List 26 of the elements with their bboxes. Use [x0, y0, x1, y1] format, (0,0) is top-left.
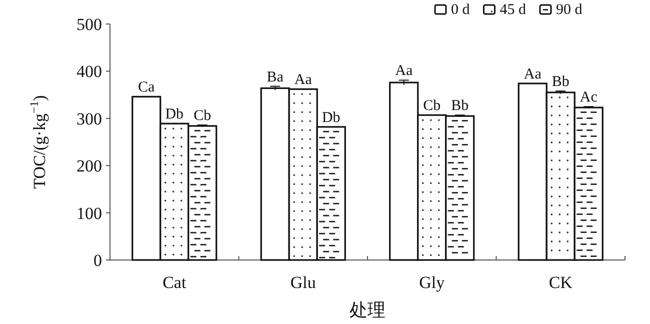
- y-tick-label: 100: [76, 204, 102, 223]
- x-axis-title: 处理: [350, 300, 386, 320]
- legend-label: 45 d: [500, 2, 526, 18]
- x-tick-label: Cat: [162, 273, 186, 292]
- y-tick-label: 200: [76, 156, 102, 176]
- legend-label: 0 d: [451, 2, 470, 18]
- data-label: Ba: [266, 69, 284, 86]
- data-label: Cb: [194, 108, 212, 124]
- data-label: Db: [165, 106, 184, 123]
- data-label: Bb: [552, 74, 570, 90]
- data-label: Bb: [451, 98, 469, 114]
- y-tick-label: 0: [94, 251, 102, 270]
- data-label: Aa: [524, 66, 542, 82]
- x-tick-label: Glu: [290, 273, 316, 292]
- legend-label: 90 d: [556, 2, 583, 18]
- data-label: Aa: [395, 63, 413, 80]
- x-tick-label: Gly: [419, 273, 446, 292]
- x-tick-label: CK: [548, 273, 574, 292]
- data-label: Db: [322, 110, 340, 126]
- y-tick-label: 300: [76, 109, 102, 128]
- data-label: Ac: [580, 90, 598, 106]
- y-tick-label: 500: [76, 15, 102, 34]
- data-label: Ca: [138, 80, 156, 96]
- data-label: Aa: [294, 72, 312, 88]
- y-tick-label: 400: [76, 62, 102, 82]
- data-label: Cb: [423, 98, 441, 114]
